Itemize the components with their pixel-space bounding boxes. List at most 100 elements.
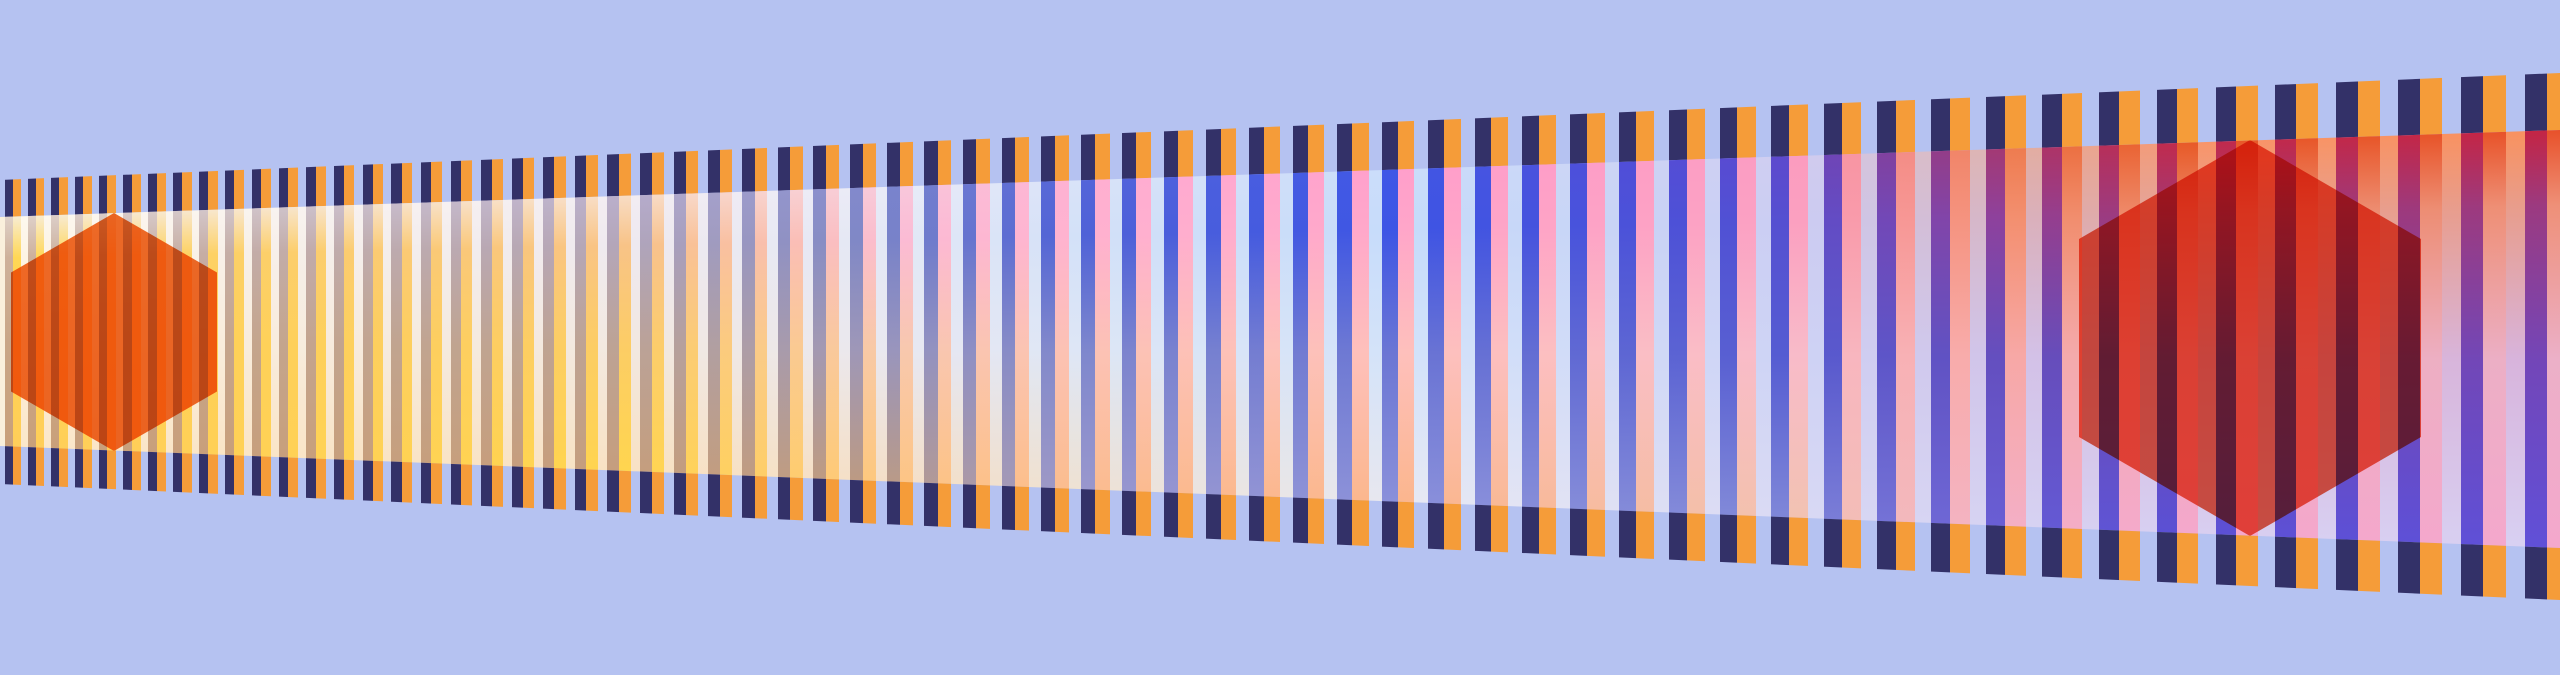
band-stripe-orange-pos (685, 130, 698, 548)
band-stripe-gap (1029, 130, 1042, 548)
band-stripe-gap (354, 130, 363, 548)
band-stripe-navy-pos (511, 130, 523, 548)
band-stripe-navy-pos (1570, 130, 1588, 548)
band-stripe-orange-pos (1352, 130, 1369, 548)
band-stripe-navy-pos (1931, 130, 1950, 548)
band-stripe-orange-pos (461, 130, 472, 548)
band-stripe-gap (217, 130, 226, 548)
band-stripe-gap (270, 130, 279, 548)
band-stripe-orange-pos (554, 130, 566, 548)
band-stripe-gap (1756, 130, 1772, 548)
band-stripe-gap (597, 130, 608, 548)
band-stripe-orange-pos (261, 130, 271, 548)
band-stripe-orange-pos (899, 130, 914, 548)
band-stripe-gap (325, 130, 335, 548)
band-stripe-navy-pos (607, 130, 619, 548)
band-stripe-gap (502, 130, 512, 548)
band-stripe-gap (2505, 130, 2525, 548)
band-stripe-gap (1704, 130, 1720, 548)
band-stripe-orange-pos (2482, 130, 2506, 548)
band-stripe-orange-pos (401, 130, 413, 548)
band-stripe-navy-pos (543, 130, 555, 548)
band-stripe-orange-pos (937, 130, 952, 548)
band-stripe-navy-pos (849, 130, 863, 548)
band-stripe-navy-pos (420, 130, 432, 548)
band-stripe-gap (1414, 130, 1428, 548)
band-stripe-gap (1279, 130, 1293, 548)
band-stripe-navy-pos (742, 130, 755, 548)
band-stripe-navy-pos (640, 130, 652, 548)
band-stripe-gap (913, 130, 925, 548)
band-stripe-navy-pos (1823, 130, 1842, 548)
band-stripe-gap (441, 130, 451, 548)
band-stripe-navy-pos (673, 130, 686, 548)
band-stripe-gap (802, 130, 814, 548)
band-stripe-navy-pos (1081, 130, 1096, 548)
band-stripe-gap (2442, 130, 2461, 548)
right-hexagon (2079, 140, 2421, 536)
band-stripe-gap (1604, 130, 1620, 548)
band-stripe-gap (697, 130, 708, 548)
band-stripe-orange-pos (1789, 130, 1809, 548)
band-stripe-navy-pos (1248, 130, 1264, 548)
band-stripe-navy-pos (1521, 130, 1539, 548)
band-stripe-navy-pos (1163, 130, 1179, 548)
band-stripe-gap (990, 130, 1002, 548)
band-stripe-gap (1236, 130, 1249, 548)
band-stripe-orange-pos (315, 130, 326, 548)
band-stripe-gap (767, 130, 778, 548)
band-stripe-navy-pos (480, 130, 492, 548)
band-stripe-orange-pos (431, 130, 442, 548)
band-stripe-navy-pos (1719, 130, 1738, 548)
band-stripe-orange-pos (1895, 130, 1916, 548)
band-stripe-gap (1808, 130, 1824, 548)
band-stripe-gap (243, 130, 252, 548)
band-stripe-navy-pos (5, 130, 13, 548)
band-stripe-navy-pos (1669, 130, 1687, 548)
band-stripe-navy-pos (450, 130, 462, 548)
band-stripe-navy-pos (1336, 130, 1353, 548)
band-stripe-navy-pos (1986, 130, 2006, 548)
band-stripe-navy-pos (251, 130, 262, 548)
band-stripe-gap (565, 130, 575, 548)
band-stripe-navy-pos (334, 130, 344, 548)
band-stripe-navy-pos (1122, 130, 1137, 548)
band-stripe-orange-pos (719, 130, 733, 548)
band-stripe-gap (630, 130, 641, 548)
band-stripe-gap (1555, 130, 1571, 548)
band-stripe-gap (1368, 130, 1382, 548)
band-stripe-orange-pos (1587, 130, 1605, 548)
band-stripe-navy-pos (1205, 130, 1221, 548)
band-stripe-gap (839, 130, 850, 548)
band-stripe-gap (1460, 130, 1475, 548)
band-stripe-navy-pos (1771, 130, 1790, 548)
band-stripe-gap (1915, 130, 1932, 548)
band-stripe-orange-pos (288, 130, 299, 548)
band-stripe-gap (1507, 130, 1522, 548)
band-stripe-gap (471, 130, 481, 548)
band-stripe-orange-pos (1538, 130, 1556, 548)
band-stripe-orange-pos (1220, 130, 1237, 548)
band-stripe-orange-pos (522, 130, 534, 548)
band-stripe-orange-pos (2547, 130, 2560, 548)
band-stripe-navy-pos (707, 130, 720, 548)
band-stripe-orange-pos (1397, 130, 1415, 548)
band-stripe-navy-pos (777, 130, 791, 548)
band-stripe-orange-pos (2061, 130, 2083, 548)
band-stripe-gap (298, 130, 307, 548)
band-stripe-orange-pos (586, 130, 598, 548)
band-stripe-orange-pos (1054, 130, 1070, 548)
band-stripe-orange-pos (1095, 130, 1111, 548)
band-stripe-navy-pos (2524, 130, 2548, 548)
band-stripe-gap (1069, 130, 1082, 548)
band-stripe-orange-pos (1443, 130, 1461, 548)
band-stripe-orange-pos (1015, 130, 1030, 548)
band-stripe-orange-pos (1263, 130, 1280, 548)
band-stripe-orange-pos (826, 130, 840, 548)
band-stripe-navy-pos (2460, 130, 2483, 548)
band-stripe-navy-pos (1382, 130, 1398, 548)
band-stripe-gap (1654, 130, 1670, 548)
band-stripe-orange-pos (1136, 130, 1152, 548)
band-stripe-navy-pos (886, 130, 900, 548)
